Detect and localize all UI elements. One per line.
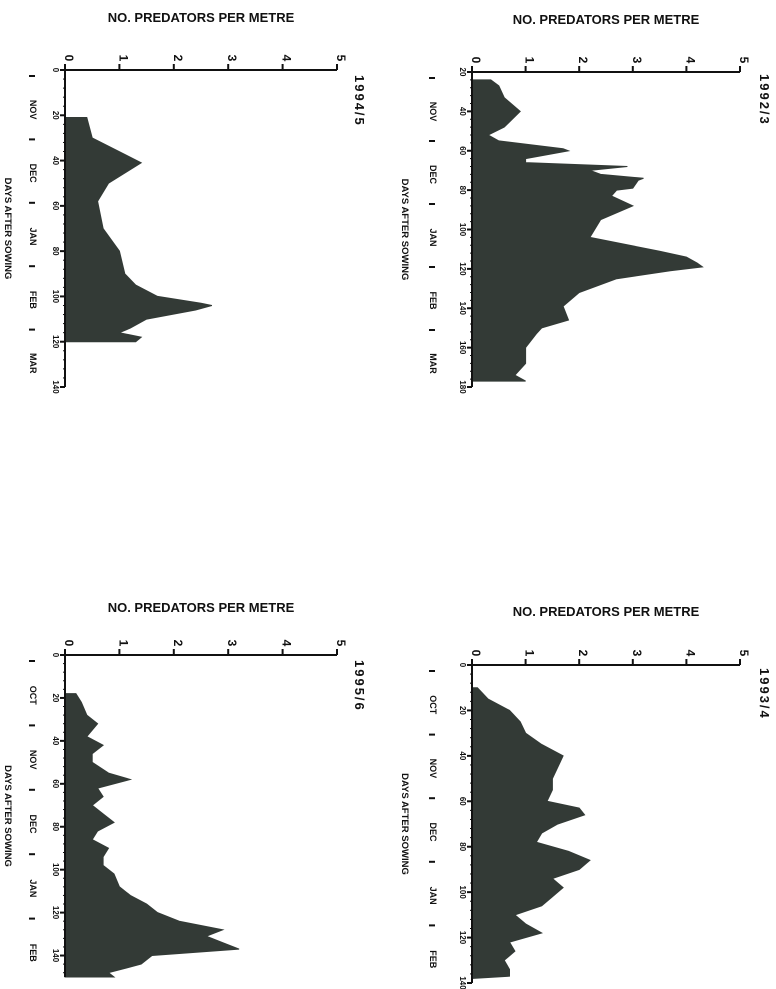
value-tick-label: 0	[62, 640, 76, 647]
month-label: JAN	[428, 887, 438, 905]
time-tick-label: 0	[51, 68, 60, 73]
value-tick-label: 0	[469, 57, 483, 64]
value-tick-label: 1	[116, 55, 130, 62]
time-tick-label: 120	[51, 335, 60, 349]
value-tick-label: 2	[171, 55, 185, 62]
time-tick-label: 60	[51, 779, 60, 788]
chart-panel-3: 0 1 2 3 4 5 0 20 40 60 80 100 120 140 OCT NOV DEC JAN FEB N…	[2, 600, 367, 978]
time-tick-label: 20	[51, 693, 60, 702]
month-label: DEC	[28, 814, 38, 834]
time-tick-label: 60	[51, 201, 60, 210]
month-label: OCT	[428, 695, 438, 715]
x-axis-title: DAYS AFTER SOWING	[2, 765, 13, 867]
value-tick-label: 0	[469, 650, 483, 657]
value-tick-label: 1	[116, 640, 130, 647]
month-label: NOV	[428, 102, 438, 122]
month-label: FEB	[428, 950, 438, 969]
y-axis-title: NO. PREDATORS PER METRE	[108, 600, 295, 615]
time-tick-label: 80	[458, 186, 467, 195]
area-series-3	[64, 693, 240, 978]
panel-title: 1995/6	[352, 660, 367, 712]
time-tick-label: 40	[458, 751, 467, 760]
area-series-0	[471, 79, 704, 382]
value-tick-label: 4	[280, 55, 294, 62]
chart-panel-1: 0 1 2 3 4 5 0 20 40 60 80 100 120 140 NOV DEC JAN FEB MAR N…	[2, 10, 367, 394]
time-tick-label: 160	[458, 341, 467, 355]
value-tick-label: 3	[225, 640, 239, 647]
month-label: FEB	[428, 292, 438, 311]
time-tick-label: 100	[51, 290, 60, 304]
value-tick-label: 5	[737, 650, 751, 657]
month-label: MAR	[28, 353, 38, 374]
month-label: JAN	[428, 228, 438, 246]
time-tick-label: 140	[458, 302, 467, 316]
panel-title: 1994/5	[352, 75, 367, 127]
time-tick-label: 0	[458, 663, 467, 668]
value-tick-label: 4	[280, 640, 294, 647]
value-tick-label: 5	[334, 55, 348, 62]
value-tick-label: 5	[737, 57, 751, 64]
time-tick-label: 40	[458, 107, 467, 116]
area-series-2	[471, 687, 591, 980]
value-tick-label: 1	[523, 57, 537, 64]
time-tick-label: 80	[458, 842, 467, 851]
x-axis-title: DAYS AFTER SOWING	[399, 773, 410, 875]
value-tick-label: 5	[334, 640, 348, 647]
chart-panel-0: 0 1 2 3 4 5 20 40 60 80 100 120 140 160 180 NOV DEC JAN FE…	[399, 12, 772, 394]
value-tick-label: 0	[62, 55, 76, 62]
time-tick-label: 80	[51, 247, 60, 256]
time-tick-label: 180	[458, 380, 467, 394]
panel-title: 1992/3	[757, 74, 772, 126]
value-tick-label: 2	[576, 57, 590, 64]
time-tick-label: 20	[458, 706, 467, 715]
time-tick-label: 100	[51, 863, 60, 877]
time-tick-label: 100	[458, 223, 467, 237]
time-tick-label: 60	[458, 797, 467, 806]
month-label: NOV	[28, 100, 38, 120]
time-tick-label: 140	[51, 949, 60, 963]
value-tick-label: 4	[683, 57, 697, 64]
time-tick-label: 140	[51, 380, 60, 394]
time-tick-label: 120	[458, 262, 467, 276]
y-axis-title: NO. PREDATORS PER METRE	[108, 10, 295, 25]
x-axis-title: DAYS AFTER SOWING	[2, 178, 13, 280]
panel-title: 1993/4	[757, 668, 772, 720]
month-label: FEB	[28, 291, 38, 310]
time-tick-label: 60	[458, 146, 467, 155]
y-axis-title: NO. PREDATORS PER METRE	[513, 604, 700, 619]
time-tick-label: 80	[51, 822, 60, 831]
month-label: FEB	[28, 944, 38, 963]
month-label: DEC	[28, 164, 38, 184]
month-label: JAN	[28, 879, 38, 897]
value-tick-label: 2	[171, 640, 185, 647]
value-tick-label: 2	[576, 650, 590, 657]
month-label: MAR	[428, 353, 438, 374]
month-label: DEC	[428, 165, 438, 185]
month-label: DEC	[428, 822, 438, 842]
value-tick-label: 3	[225, 55, 239, 62]
month-label: JAN	[28, 227, 38, 245]
area-series-1	[64, 116, 213, 343]
value-tick-label: 1	[523, 650, 537, 657]
time-tick-label: 120	[458, 931, 467, 945]
time-tick-label: 120	[51, 906, 60, 920]
time-tick-label: 140	[458, 976, 467, 989]
month-label: NOV	[428, 759, 438, 779]
time-tick-label: 20	[51, 111, 60, 120]
value-tick-label: 3	[630, 57, 644, 64]
time-tick-label: 40	[51, 736, 60, 745]
chart-panel-2: 0 1 2 3 4 5 0 20 40 60 80 100 120 140 OCT NOV DEC JAN FEB N…	[399, 604, 772, 989]
x-axis-title: DAYS AFTER SOWING	[399, 179, 410, 281]
time-tick-label: 20	[458, 68, 467, 77]
month-label: OCT	[28, 686, 38, 706]
time-tick-label: 100	[458, 885, 467, 899]
time-tick-label: 0	[51, 653, 60, 658]
month-label: NOV	[28, 750, 38, 770]
time-tick-label: 40	[51, 156, 60, 165]
value-tick-label: 3	[630, 650, 644, 657]
value-tick-label: 4	[683, 650, 697, 657]
y-axis-title: NO. PREDATORS PER METRE	[513, 12, 700, 27]
